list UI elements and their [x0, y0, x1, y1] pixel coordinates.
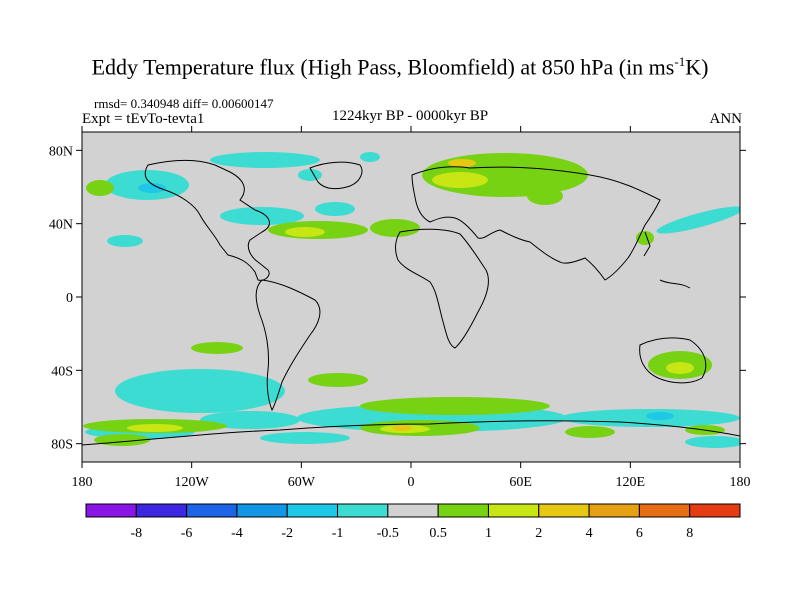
colorbar-label: 0.5: [429, 526, 447, 541]
lon-label: 0: [408, 475, 415, 490]
plot-title: Eddy Temperature flux (High Pass, Bloomf…: [91, 54, 709, 80]
colorbar-label: -2: [281, 526, 293, 541]
latitude-axis: 80N 40N 0 40S 80S: [49, 144, 746, 453]
lon-label: 60E: [509, 475, 532, 490]
coastlines: [82, 159, 740, 446]
colorbar-box: [286, 503, 339, 518]
colorbar-label: -6: [181, 526, 193, 541]
season-label: ANN: [709, 111, 743, 127]
lat-label: 40S: [51, 364, 73, 379]
colorbar-box: [538, 503, 590, 518]
colorbar-label: 1: [485, 526, 492, 541]
colorbar-box: [437, 503, 489, 518]
colorbar-label: 4: [586, 526, 593, 541]
colorbar-label: -4: [231, 526, 243, 541]
colorbar-label: 2: [535, 526, 542, 541]
colorbar-label: 8: [686, 526, 693, 541]
lon-label: 60W: [288, 475, 316, 490]
lat-label: 40N: [49, 218, 73, 233]
colorbar-box: [689, 503, 741, 518]
colorbar-label: -1: [332, 526, 344, 541]
lon-label: 180: [730, 475, 751, 490]
colorbar-box: [588, 503, 640, 518]
colorbar-box: [337, 503, 389, 518]
colorbar-box: [236, 503, 288, 518]
experiment-label: Expt = tEvTo-tevta1: [82, 111, 205, 127]
lat-label: 80N: [49, 144, 73, 159]
colorbar-box: [487, 503, 540, 518]
lon-label: 120E: [616, 475, 646, 490]
colorbar-box: [186, 503, 238, 518]
colorbar-box: [85, 503, 137, 518]
lat-label: 80S: [51, 438, 73, 453]
lon-label: 180: [72, 475, 93, 490]
colorbar-box: [135, 503, 188, 518]
colorbar-box: [387, 503, 439, 518]
longitude-axis: 180 120W 60W 0 60E 120E 180: [72, 126, 751, 490]
lon-label: 120W: [175, 475, 210, 490]
colorbar-label: -0.5: [377, 526, 399, 541]
lat-label: 0: [66, 291, 73, 306]
colorbar-box: [638, 503, 691, 518]
colorbar-label: 6: [636, 526, 643, 541]
colorbar: -8 -6 -4 -2 -1 -0.5 0.5 1 2 4 6 8: [85, 503, 741, 541]
period-label: 1224kyr BP - 0000kyr BP: [331, 108, 489, 124]
rmsd-stats: rmsd= 0.340948 diff= 0.00600147: [94, 96, 274, 111]
colorbar-label: -8: [130, 526, 142, 541]
